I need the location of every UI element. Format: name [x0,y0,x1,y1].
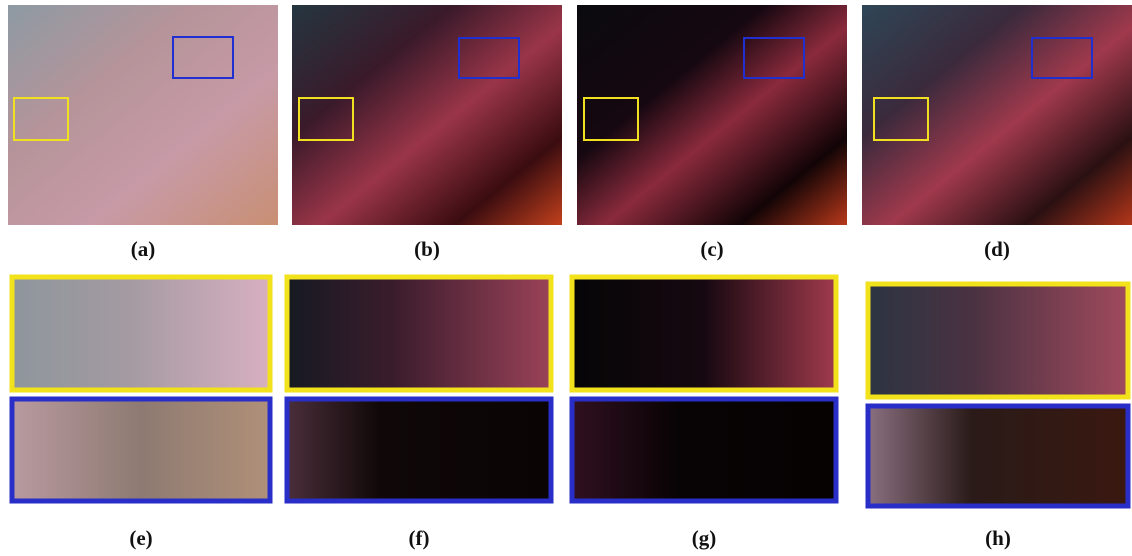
page: Figure panels {"panels": [ {"label": "(a… [0,0,1132,556]
panel-a-image [8,5,278,225]
panel-label: (c) [700,237,723,261]
panel-label: (e) [129,526,152,550]
panel-e-image [12,277,270,501]
panel-label: (d) [984,237,1010,261]
panel-label: (a) [131,237,156,261]
panel-c-image [577,5,847,225]
panel-label: (h) [985,526,1011,550]
page-body: (a) (b) (c) (d) (e) (f) (g) (h) (() => {… [0,0,1132,556]
panel-g-image [572,277,836,501]
panel-label: (b) [414,237,440,261]
panel-f-image [287,277,551,501]
panel-h-image [868,284,1128,506]
panel-b-image [292,5,562,225]
figure: (a) (b) (c) (d) (e) (f) (g) (h) [0,0,1132,556]
panel-label: (g) [692,526,717,550]
panel-label: (f) [409,526,430,550]
panel-d-image [862,5,1132,225]
